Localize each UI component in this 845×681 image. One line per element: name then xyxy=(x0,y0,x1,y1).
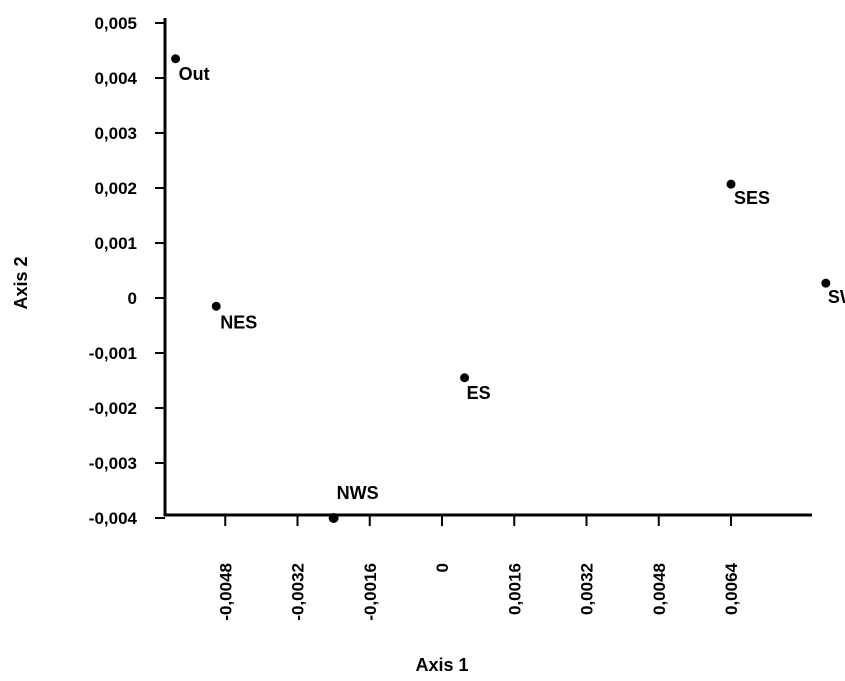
y-tick-label: -0,002 xyxy=(89,399,137,418)
point-label-ses: SES xyxy=(734,188,770,208)
data-point-sws xyxy=(821,278,831,288)
y-axis: 0,005 0,004 0,003 0,002 0,001 0 -0,001 -0,002 -0… xyxy=(89,14,167,528)
x-axis-title: Axis 1 xyxy=(415,655,468,675)
y-tick-label: -0,001 xyxy=(89,344,137,363)
point-label-sws: SWS xyxy=(828,287,845,307)
x-tick-label: 0 xyxy=(433,563,452,572)
x-tick-label: 0,0032 xyxy=(578,563,597,615)
y-tick-label: -0,003 xyxy=(89,454,137,473)
data-point-es xyxy=(460,373,470,383)
y-tick-label: -0,004 xyxy=(89,509,138,528)
y-tick-label: 0,005 xyxy=(94,14,137,33)
x-tick-label: -0,0032 xyxy=(289,563,308,621)
point-label-nes: NES xyxy=(220,312,257,332)
point-label-nws: NWS xyxy=(337,483,379,503)
x-axis: -0,0048 -0,0032 -0,0016 0 0,0016 0,0032 0,0048… xyxy=(164,513,812,621)
x-tick-label: 0,0016 xyxy=(505,563,524,615)
y-tick-label: 0 xyxy=(128,289,137,308)
y-tick-label: 0,004 xyxy=(94,69,137,88)
data-points: Out NES NWS ES SES SWS xyxy=(171,54,845,523)
x-tick-label: 0,0048 xyxy=(650,563,669,615)
x-tick-label: -0,0048 xyxy=(216,563,235,621)
data-point-nes xyxy=(211,301,221,311)
y-tick-label: 0,003 xyxy=(94,124,137,143)
point-label-out: Out xyxy=(179,64,210,84)
data-point-out xyxy=(171,54,181,64)
data-point-ses xyxy=(726,179,736,189)
y-tick-label: 0,002 xyxy=(94,179,137,198)
data-point-nws xyxy=(328,513,339,523)
x-tick-label: -0,0016 xyxy=(361,563,380,621)
y-tick-label: 0,001 xyxy=(94,234,137,253)
x-tick-label: 0,0064 xyxy=(722,562,741,615)
y-axis-title: Axis 2 xyxy=(11,256,31,309)
point-label-es: ES xyxy=(467,383,491,403)
